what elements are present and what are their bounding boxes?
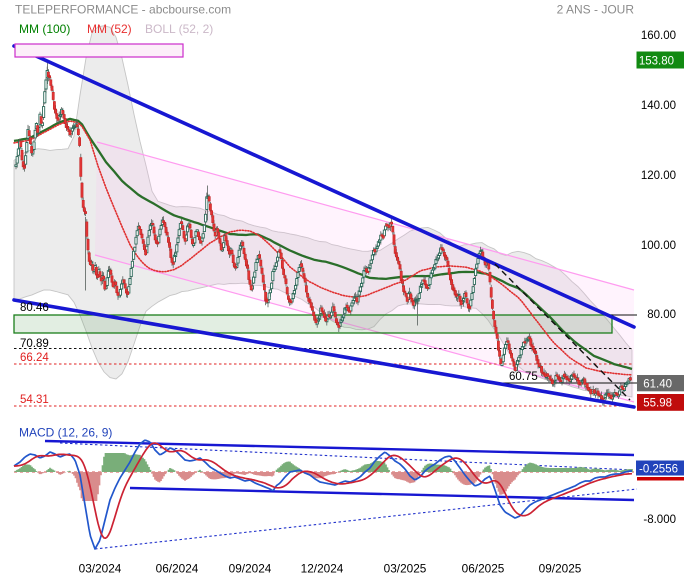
svg-text:120.00: 120.00: [641, 170, 676, 182]
svg-text:-0.2556: -0.2556: [639, 464, 678, 476]
svg-text:09/2025: 09/2025: [539, 562, 582, 576]
svg-text:70.89: 70.89: [20, 338, 49, 350]
svg-text:2 ANS - JOUR: 2 ANS - JOUR: [557, 3, 635, 17]
svg-text:140.00: 140.00: [641, 100, 676, 112]
svg-text:MACD (12, 26, 9): MACD (12, 26, 9): [19, 426, 112, 440]
svg-text:MM (100): MM (100): [19, 22, 70, 36]
svg-text:03/2025: 03/2025: [384, 562, 427, 576]
svg-text:06/2025: 06/2025: [462, 562, 505, 576]
svg-text:61.40: 61.40: [643, 379, 672, 391]
svg-text:BOLL (52, 2): BOLL (52, 2): [145, 22, 213, 36]
svg-text:66.24: 66.24: [20, 352, 49, 364]
svg-text:06/2024: 06/2024: [156, 562, 199, 576]
svg-text:80.00: 80.00: [647, 309, 676, 321]
svg-text:TELEPERFORMANCE - abcbourse.co: TELEPERFORMANCE - abcbourse.com: [15, 3, 231, 17]
svg-text:MM (52): MM (52): [87, 22, 132, 36]
svg-text:160.00: 160.00: [641, 30, 676, 42]
svg-text:54.31: 54.31: [20, 394, 49, 406]
svg-text:12/2024: 12/2024: [301, 562, 344, 576]
svg-text:100.00: 100.00: [641, 240, 676, 252]
svg-text:60.75: 60.75: [509, 371, 538, 383]
svg-text:153.80: 153.80: [639, 56, 674, 68]
svg-text:09/2024: 09/2024: [229, 562, 272, 576]
svg-text:03/2024: 03/2024: [79, 562, 122, 576]
svg-text:55.98: 55.98: [643, 398, 672, 410]
svg-text:80.46: 80.46: [20, 302, 49, 314]
svg-text:-8.000: -8.000: [643, 514, 676, 526]
